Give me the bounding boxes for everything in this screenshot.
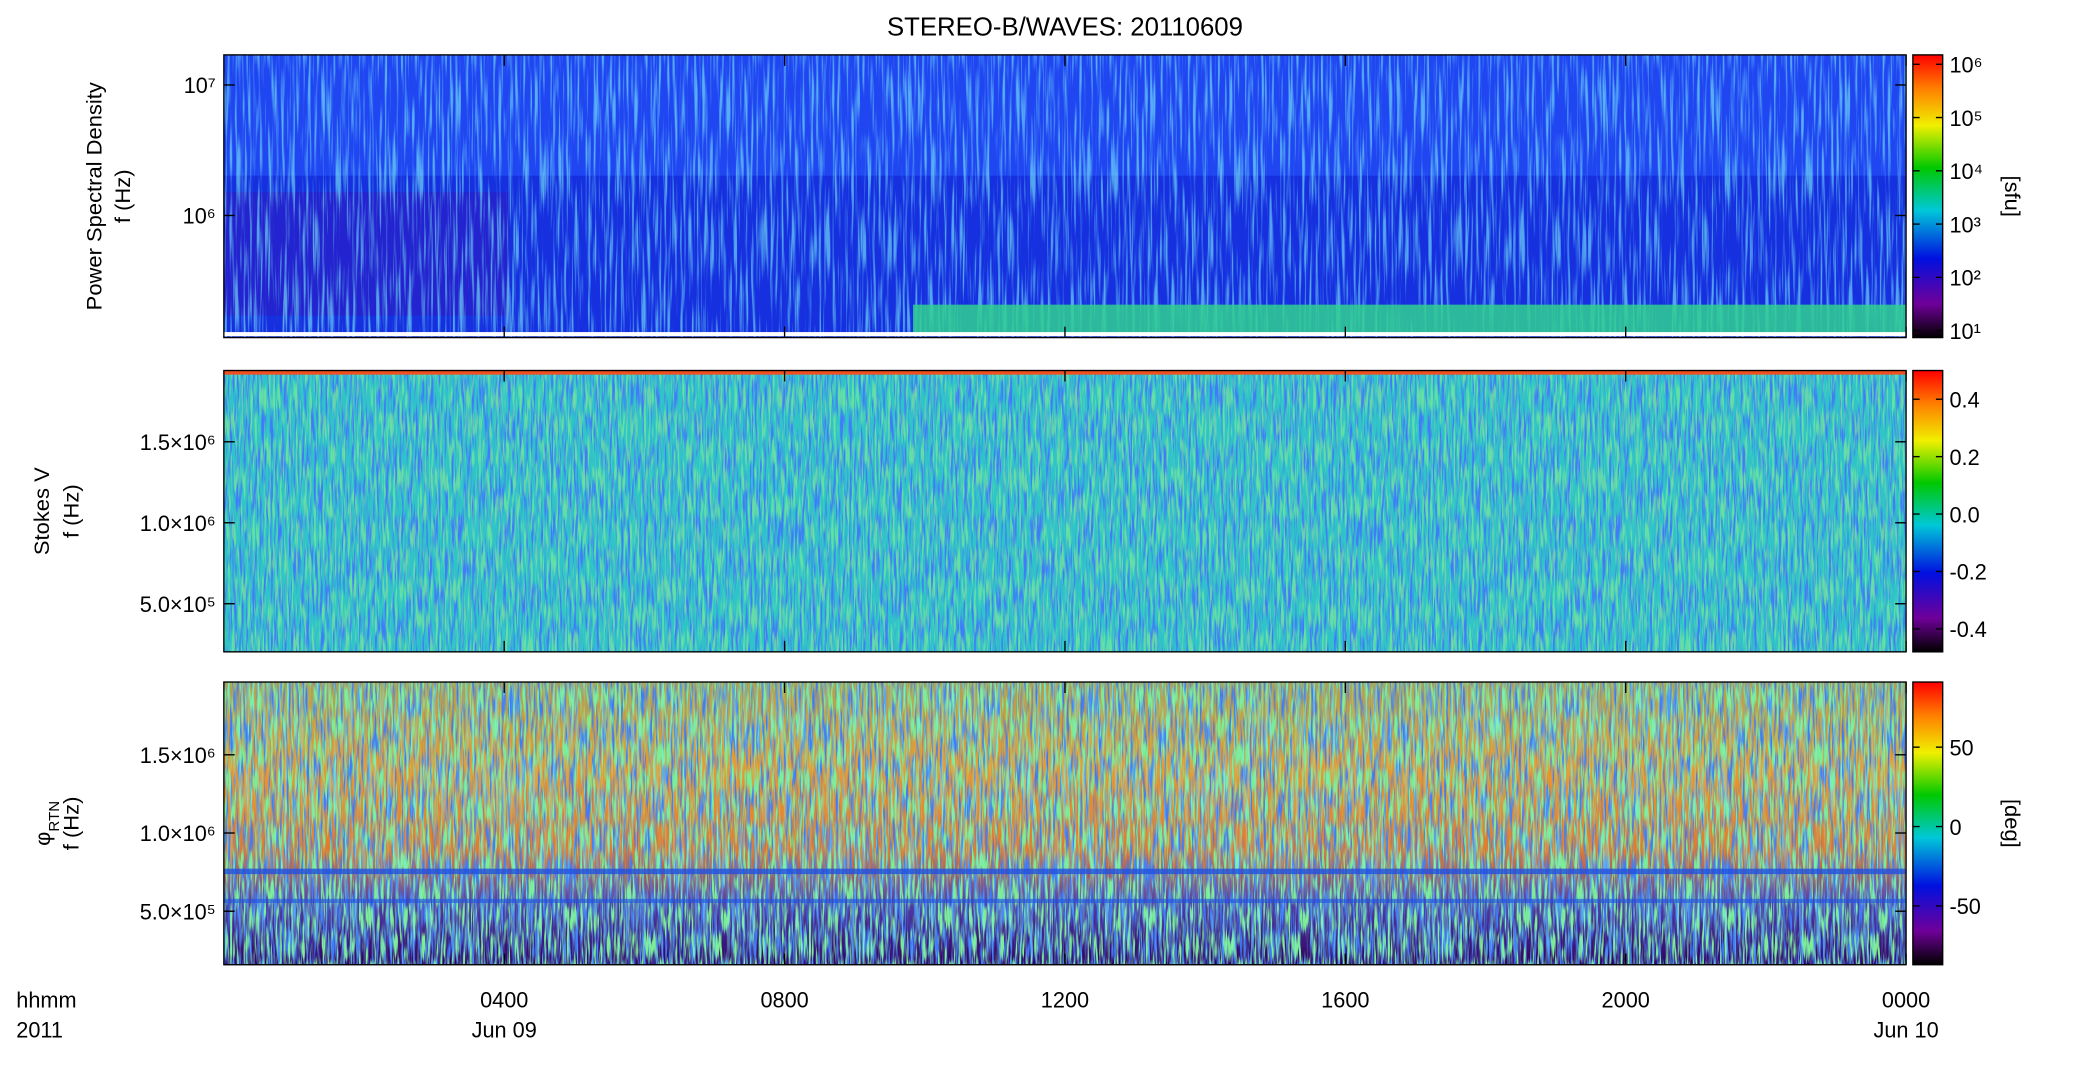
y-tick-label: 1.0×10⁶ <box>140 511 216 536</box>
y-axis-label: Stokes V <box>29 467 54 555</box>
y-axis-label-text: f (Hz) <box>59 797 84 851</box>
x-tick-label: 0000 <box>1882 987 1930 1012</box>
x-tick-label: 0400 <box>480 987 528 1012</box>
y-tick-label: 10⁷ <box>184 73 216 98</box>
colorbar-tick-label: 10³ <box>1949 212 1980 237</box>
y-axis-label: f (Hz) <box>59 797 84 851</box>
x-date-label: Jun 10 <box>1873 1017 1938 1042</box>
colorbar-tick-label: 10⁶ <box>1949 52 1982 77</box>
y-axis-label: Power Spectral Density <box>82 82 107 310</box>
y-tick-label: 5.0×10⁵ <box>140 592 216 617</box>
y-axis-label: φRTN <box>30 801 62 846</box>
x-tick-label: 0800 <box>760 987 808 1012</box>
colorbar-tick-label: -50 <box>1949 894 1980 919</box>
colorbar-tick-label: 10⁵ <box>1949 106 1982 131</box>
spectrogram-image <box>223 54 1907 338</box>
y-tick-label: 10⁶ <box>183 204 216 229</box>
y-axis-label-text: Power Spectral Density <box>82 82 107 310</box>
y-tick-label: 1.5×10⁶ <box>140 743 216 768</box>
colorbar <box>1912 681 1944 966</box>
colorbar-label: [deg] <box>2000 799 2025 848</box>
colorbar-tick-label: -0.2 <box>1949 560 1986 585</box>
phi-image <box>223 682 1907 965</box>
y-tick-label: 5.0×10⁵ <box>140 899 216 924</box>
colorbar <box>1912 369 1944 653</box>
x-tick-label: 1600 <box>1321 987 1369 1012</box>
colorbar-tick-label: -0.4 <box>1949 617 1986 642</box>
colorbar-tick-label: 0 <box>1949 815 1961 840</box>
colorbar-tick-label: 0.4 <box>1949 387 1979 412</box>
colorbar-label: [sfu] <box>2000 175 2025 216</box>
colorbar-tick-label: 10² <box>1949 265 1980 290</box>
y-axis-label: f (Hz) <box>59 484 84 538</box>
y-tick-label: 1.0×10⁶ <box>140 821 216 846</box>
x-axis-corner-label: 2011 <box>16 1017 63 1042</box>
y-axis-label-text: f (Hz) <box>59 484 84 538</box>
x-tick-label: 2000 <box>1602 987 1650 1012</box>
colorbar-tick-label: 10⁴ <box>1949 159 1982 184</box>
x-axis-corner-label: hhmm <box>16 987 76 1012</box>
stokes-image <box>223 370 1907 652</box>
y-axis-label-text: φ <box>30 832 55 846</box>
y-axis-label: f (Hz) <box>110 169 135 223</box>
colorbar-tick-label: 0.2 <box>1949 445 1979 470</box>
colorbar-tick-label: 10¹ <box>1949 319 1980 344</box>
x-tick-label: 1200 <box>1041 987 1089 1012</box>
colorbar-tick-label: 0.0 <box>1949 502 1979 527</box>
colorbar-tick-label: 50 <box>1949 735 1973 760</box>
figure-title: STEREO-B/WAVES: 20110609 <box>887 14 1243 42</box>
x-date-label: Jun 09 <box>472 1017 537 1042</box>
y-axis-label-subscript: RTN <box>46 801 63 832</box>
y-axis-label-text: Stokes V <box>29 467 54 555</box>
y-axis-label-text: f (Hz) <box>110 169 135 223</box>
colorbar <box>1912 54 1944 339</box>
y-tick-label: 1.5×10⁶ <box>140 430 216 455</box>
